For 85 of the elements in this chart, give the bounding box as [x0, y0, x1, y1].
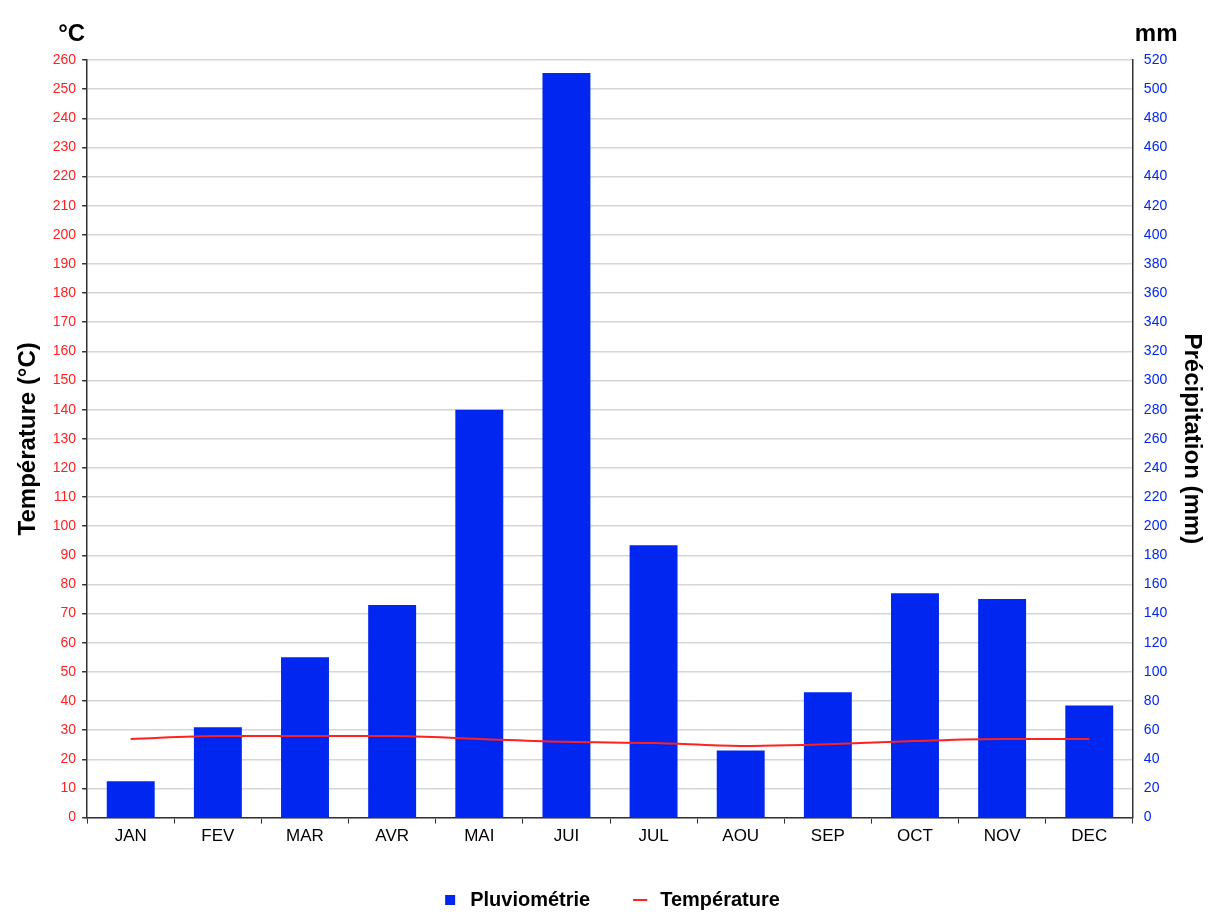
y-tick-label: 260 — [52, 50, 77, 67]
y-tick-label: 140 — [52, 400, 77, 417]
y2-tick-label: 460 — [1143, 138, 1168, 155]
y-tick-label: 190 — [52, 254, 77, 271]
bar — [281, 657, 329, 818]
legend-label: Pluviométrie — [470, 887, 591, 910]
y2-tick-label: 360 — [1143, 283, 1168, 300]
bar — [716, 750, 765, 818]
y-tick-label: 70 — [60, 604, 77, 621]
y2-tick-label: 280 — [1143, 400, 1168, 417]
bar — [1065, 705, 1114, 818]
x-tick-label: OCT — [897, 826, 933, 846]
x-tick-label: NOV — [983, 826, 1022, 846]
y-tick-label: 250 — [52, 80, 77, 96]
x-tick-label: AOU — [722, 826, 760, 846]
y2-tick-label: 200 — [1143, 517, 1168, 534]
bar — [803, 692, 852, 818]
bar — [193, 727, 242, 818]
y2-tick-label: 180 — [1143, 546, 1168, 563]
bar — [368, 604, 417, 818]
y2-tick-label: 40 — [1143, 750, 1160, 767]
y2-tick-label: 300 — [1143, 371, 1168, 388]
y-axis-title: Température (°C) — [13, 342, 41, 536]
y-tick-label: 30 — [60, 721, 77, 738]
y-tick-label: 10 — [60, 779, 77, 796]
y-tick-label: 130 — [52, 429, 77, 446]
y-tick-label: 50 — [60, 662, 77, 679]
y2-tick-label: 500 — [1143, 80, 1168, 96]
text: °C — [58, 18, 86, 46]
bar — [891, 593, 939, 818]
x-tick-label: MAI — [464, 826, 495, 846]
y2-tick-label: 20 — [1143, 779, 1160, 796]
y2-tick-label: 340 — [1143, 313, 1168, 330]
bar — [629, 545, 678, 818]
y2-tick-label: 260 — [1143, 429, 1168, 446]
x-tick-label: SEP — [810, 826, 845, 846]
y2-tick-label: 100 — [1143, 662, 1168, 679]
y2-tick-label: 0 — [1143, 808, 1152, 825]
y-tick-label: 60 — [60, 633, 77, 650]
y2-axis-title: Précipitation (mm) — [1179, 333, 1207, 545]
line-series — [129, 735, 1091, 747]
y-tick-label: 160 — [52, 342, 77, 359]
y-tick-label: 220 — [52, 167, 77, 184]
y2-tick-label: 520 — [1143, 50, 1168, 67]
y2-tick-label: 240 — [1143, 458, 1168, 475]
legend-label: Température — [660, 887, 780, 910]
x-tick-label: FEV — [201, 826, 236, 846]
text: mm — [1134, 18, 1178, 46]
y2-tick-label: 140 — [1143, 604, 1168, 621]
y-tick-label: 170 — [52, 313, 77, 330]
y-tick-label: 100 — [52, 517, 77, 534]
y-tick-label: 200 — [52, 225, 77, 242]
y-tick-label: 150 — [52, 371, 77, 388]
y-tick-label: 40 — [60, 691, 77, 708]
bar — [978, 599, 1027, 818]
y-tick-label: 240 — [52, 109, 77, 126]
y-tick-label: 210 — [52, 196, 77, 213]
y-tick-label: 90 — [60, 546, 77, 563]
x-tick-label: JAN — [114, 826, 147, 846]
y2-tick-label: 320 — [1143, 342, 1168, 359]
x-tick-label: DEC — [1071, 826, 1108, 846]
y2-tick-label: 220 — [1143, 487, 1168, 504]
bar — [455, 409, 504, 818]
y-tick-label: 120 — [52, 458, 77, 475]
bar — [542, 73, 591, 818]
y2-tick-label: 440 — [1143, 167, 1168, 184]
y-tick-label: 110 — [53, 487, 77, 504]
y2-tick-label: 120 — [1143, 633, 1168, 650]
y-tick-label: 180 — [52, 283, 77, 300]
y2-tick-label: 80 — [1143, 691, 1160, 708]
y2-tick-label: 480 — [1143, 109, 1168, 126]
y2-tick-label: 400 — [1143, 225, 1168, 242]
bar — [106, 781, 155, 818]
y-tick-label: 0 — [68, 808, 77, 825]
x-tick-label: AVR — [375, 826, 409, 846]
y2-tick-label: 60 — [1143, 721, 1160, 738]
x-tick-label: JUL — [638, 826, 669, 846]
y-tick-label: 80 — [60, 575, 77, 592]
y-tick-label: 20 — [60, 750, 77, 767]
y2-tick-label: 160 — [1143, 575, 1168, 592]
y2-tick-label: 420 — [1143, 196, 1168, 213]
x-tick-label: MAR — [286, 826, 324, 846]
y2-tick-label: 380 — [1143, 254, 1168, 271]
x-tick-label: JUI — [553, 826, 580, 846]
y-tick-label: 230 — [52, 138, 77, 155]
